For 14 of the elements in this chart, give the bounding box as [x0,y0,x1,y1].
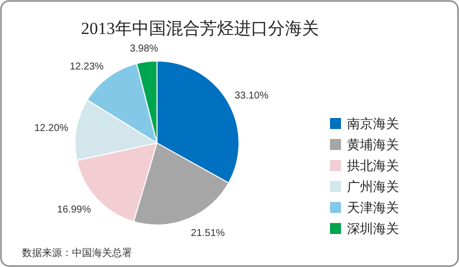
legend-label: 天津海关 [347,200,399,215]
data-label: 16.99% [57,204,92,216]
legend-label: 广州海关 [347,179,399,194]
legend-label: 南京海关 [347,116,399,131]
legend-label: 黄埔海关 [347,137,399,152]
legend-label: 深圳海关 [347,221,399,236]
data-label: 3.98% [130,44,158,55]
data-label: 21.51% [190,228,225,239]
source-note: 数据来源：中国海关总署 [22,247,132,259]
data-label: 12.23% [70,62,104,73]
data-label: 33.10% [234,90,269,102]
legend-label: 拱北海关 [347,158,399,173]
chart-title: 2013年中国混合芳烃进口分海关 [81,19,319,38]
data-label: 12.20% [34,122,68,134]
